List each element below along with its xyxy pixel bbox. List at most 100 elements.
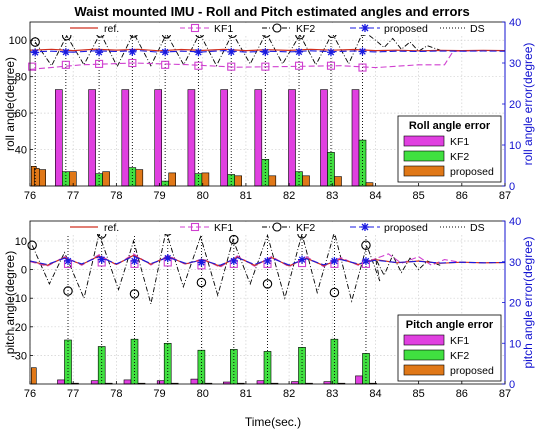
y2-tick-label: 20 (509, 298, 521, 310)
bar-kf1-error (220, 89, 228, 187)
x-tick-label: 83 (326, 388, 338, 400)
bar-kf1-error (351, 89, 360, 187)
x-tick-label: 78 (110, 190, 122, 202)
y2-axis-label: pitch angle error(degree) (521, 236, 535, 368)
legend-label-ds: DS (470, 23, 485, 35)
legend-label-ds: DS (470, 222, 485, 234)
y-axis-label: pitch angle(degree) (3, 251, 17, 354)
proposed-marker (229, 257, 238, 266)
line-legend-bg (31, 23, 504, 35)
kf1-marker (28, 62, 37, 71)
y2-tick-label: 30 (509, 58, 521, 70)
bar-proposed-error (234, 175, 242, 187)
bar-kf1-error (121, 89, 130, 187)
proposed-marker (295, 47, 304, 56)
x-tick-label: 77 (67, 190, 79, 202)
y2-tick-label: 40 (509, 17, 521, 29)
bar-legend-title: Roll angle error (409, 120, 491, 132)
kf2-marker (30, 37, 40, 47)
proposed-marker (326, 48, 335, 57)
bar-legend-label-kf2: KF2 (450, 151, 469, 163)
proposed-marker (128, 47, 137, 56)
proposed-marker (163, 254, 172, 263)
legend-label-ref: ref. (104, 23, 119, 35)
x-tick-label: 80 (197, 190, 209, 202)
y2-tick-label: 10 (509, 140, 521, 152)
x-tick-label: 85 (413, 388, 425, 400)
bar-proposed-error (302, 175, 310, 187)
bar-kf1-error (54, 89, 63, 187)
proposed-line (29, 255, 506, 266)
legend-item-kf1: KF1 (180, 23, 233, 35)
legend-item-kf2: KF2 (262, 222, 315, 234)
legend-marker-kf2 (272, 23, 282, 33)
kf2-marker (262, 279, 273, 289)
bar-legend-label-proposed: proposed (450, 365, 494, 377)
y-tick-label: -20 (11, 322, 27, 334)
bar-proposed-error (135, 169, 144, 187)
x-tick-label: 79 (153, 190, 165, 202)
bar-proposed-error (268, 175, 277, 187)
x-tick-label: 84 (369, 190, 381, 202)
y-tick-label: 80 (15, 72, 27, 84)
x-tick-label: 77 (67, 388, 79, 400)
bar-kf1-error (156, 380, 165, 385)
bar-proposed-error (334, 176, 342, 187)
proposed-marker (361, 257, 370, 266)
kf1-marker (326, 61, 336, 70)
proposed-marker (194, 48, 203, 57)
kf1-marker (95, 59, 104, 68)
legend-item-proposed: proposed (350, 222, 428, 234)
bar-kf1-error (154, 89, 162, 187)
proposed-marker (161, 48, 170, 57)
x-tick-label: 87 (499, 388, 511, 400)
bar-kf2-error (197, 349, 206, 385)
kf1-marker (358, 63, 367, 72)
bar-legend-label-proposed: proposed (450, 166, 494, 178)
bar-legend-swatch-proposed (403, 165, 445, 177)
legend-label-kf1: KF1 (214, 222, 233, 234)
line-legend-bg (31, 222, 504, 234)
kf2-marker (63, 286, 73, 296)
legend-label-kf1: KF1 (214, 23, 233, 35)
y2-tick-label: 0 (509, 181, 515, 193)
legend-marker-kf1 (190, 23, 200, 33)
legend-label-kf2: KF2 (296, 23, 315, 35)
x-tick-label: 86 (456, 388, 468, 400)
kf2-line (31, 230, 441, 305)
x-tick-label: 86 (456, 190, 468, 202)
legend-marker-kf2 (272, 222, 282, 232)
bar-legend-swatch-kf2 (403, 150, 445, 162)
bar-proposed-error-stub (33, 168, 40, 187)
bar-legend-title: Pitch angle error (406, 319, 494, 331)
legend-item-ref: ref. (70, 23, 119, 35)
proposed-marker (261, 48, 270, 57)
proposed-marker (298, 255, 307, 264)
kf2-marker (329, 287, 340, 298)
kf1-marker (128, 58, 137, 68)
x-tick-label: 85 (413, 190, 425, 202)
bar-kf2-error (128, 167, 137, 187)
bar-legend-label-kf2: KF2 (450, 350, 469, 362)
proposed-marker (64, 257, 72, 266)
bar-kf1-error (123, 379, 132, 385)
roll-panel: 76 77 78 79 80 81 82 83 84 85 86 87 40 60 80 100 0 10 20 30… (3, 17, 535, 202)
bar-kf1-error (187, 89, 196, 187)
y2-tick-label: 10 (509, 338, 521, 350)
kf1-marker (227, 62, 236, 71)
x-tick-label: 84 (369, 388, 381, 400)
legend-label-proposed: proposed (384, 222, 428, 234)
y-tick-label: 0 (21, 265, 27, 277)
proposed-marker (130, 257, 139, 266)
bar-kf1-error (254, 89, 263, 187)
proposed-marker (61, 48, 70, 57)
proposed-marker (95, 48, 104, 57)
kf2-marker (229, 234, 239, 245)
y2-tick-label: 40 (509, 216, 521, 228)
bar-proposed-error (168, 172, 176, 187)
legend-item-proposed: proposed (350, 23, 428, 35)
x-tick-label: 87 (499, 190, 511, 202)
proposed-marker (227, 47, 236, 56)
y2-tick-label: 20 (509, 99, 521, 111)
y-tick-label: 60 (15, 108, 27, 120)
